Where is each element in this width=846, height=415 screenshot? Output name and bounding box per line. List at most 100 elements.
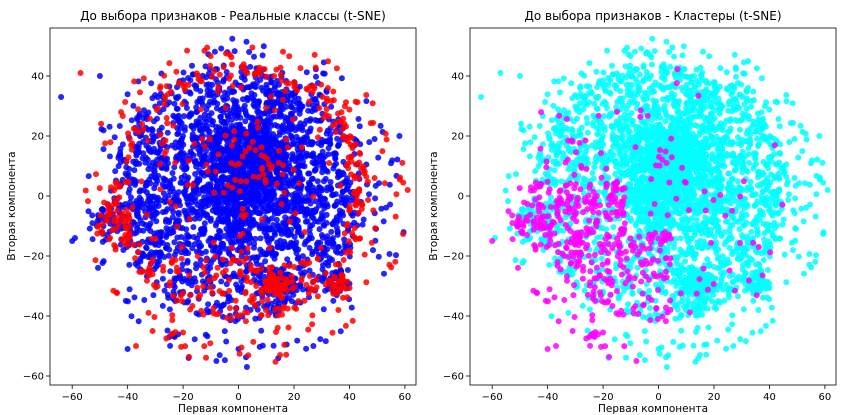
y-tick-label: 40 <box>31 72 44 83</box>
scatter-point <box>128 146 135 153</box>
scatter-point <box>215 199 222 206</box>
scatter-point <box>226 293 233 300</box>
scatter-point <box>171 100 178 107</box>
scatter-point <box>199 136 206 142</box>
scatter-point <box>126 261 133 268</box>
scatter-point <box>253 268 260 275</box>
scatter-point <box>315 218 322 225</box>
scatter-point <box>247 63 254 70</box>
scatter-point <box>200 264 207 271</box>
scatter-point <box>166 60 173 67</box>
scatter-point <box>249 299 256 306</box>
scatter-point <box>233 281 240 288</box>
scatter-point <box>268 79 275 86</box>
scatter-point <box>252 147 259 154</box>
scatter-point <box>218 45 225 52</box>
scatter-point <box>296 180 303 187</box>
scatter-point <box>204 44 211 51</box>
scatter-point <box>203 148 209 155</box>
scatter-point <box>169 228 176 235</box>
scatter-point <box>349 230 355 236</box>
scatter-point <box>207 136 213 143</box>
scatter-point <box>178 243 185 250</box>
scatter-point <box>327 130 334 137</box>
scatter-point <box>218 278 225 285</box>
scatter-point <box>315 134 321 141</box>
scatter-point <box>207 215 214 222</box>
scatter-point <box>243 274 250 281</box>
scatter-point <box>213 105 220 112</box>
scatter-point <box>150 136 157 143</box>
scatter-point <box>153 263 160 270</box>
scatter-point <box>189 62 195 69</box>
scatter-point <box>238 126 245 133</box>
scatter-point <box>161 287 168 294</box>
scatter-point <box>328 228 335 235</box>
scatter-point <box>273 175 280 182</box>
scatter-point <box>281 149 288 156</box>
scatter-point <box>223 155 230 162</box>
chart-title: До выбора признаков - Кластеры (t-SNE) <box>524 9 781 23</box>
scatter-point <box>261 66 268 73</box>
scatter-point <box>199 72 206 79</box>
scatter-point <box>229 35 236 42</box>
scatter-point <box>230 256 237 263</box>
scatter-point <box>361 251 368 258</box>
scatter-point <box>185 202 192 209</box>
scatter-point <box>603 226 610 233</box>
scatter-point <box>94 223 101 230</box>
scatter-point <box>185 174 192 181</box>
scatter-point <box>279 96 286 103</box>
scatter-point <box>277 269 284 276</box>
scatter-point <box>205 301 212 308</box>
scatter-point <box>207 53 214 60</box>
scatter-point <box>331 274 338 281</box>
scatter-point <box>116 123 123 129</box>
scatter-point <box>175 209 182 216</box>
scatter-point <box>288 298 295 305</box>
scatter-point <box>329 243 336 250</box>
scatter-point <box>149 200 156 207</box>
scatter-point <box>179 261 186 268</box>
scatter-point <box>134 160 141 167</box>
scatter-point <box>344 160 351 167</box>
scatter-point <box>244 245 251 252</box>
scatter-point <box>243 255 250 262</box>
scatter-point <box>277 227 284 234</box>
scatter-point <box>223 50 229 57</box>
scatter-point <box>583 115 590 121</box>
scatter-point <box>200 126 206 133</box>
scatter-point <box>312 96 319 102</box>
scatter-point <box>155 242 162 249</box>
scatter-point <box>167 342 174 349</box>
scatter-point <box>337 182 344 189</box>
scatter-point <box>266 244 273 251</box>
scatter-point <box>320 306 327 313</box>
scatter-point <box>243 112 250 119</box>
scatter-point <box>349 317 356 324</box>
scatter-point <box>330 297 337 304</box>
scatter-point <box>396 133 403 139</box>
x-axis-label: Первая компонента <box>178 403 288 415</box>
scatter-point <box>348 304 355 311</box>
scatter-point <box>164 120 171 127</box>
scatter-point <box>193 265 200 272</box>
scatter-point <box>330 88 337 95</box>
scatter-point <box>228 116 235 123</box>
scatter-point <box>332 129 339 135</box>
scatter-point <box>246 49 253 55</box>
scatter-point <box>201 287 208 294</box>
scatter-point <box>334 249 341 256</box>
scatter-point <box>306 244 313 251</box>
scatter-point <box>323 220 330 226</box>
scatter-point <box>146 252 153 258</box>
scatter-point <box>236 270 243 277</box>
scatter-point <box>291 220 298 227</box>
scatter-point <box>336 262 343 269</box>
scatter-point <box>324 233 331 240</box>
scatter-point <box>221 127 228 134</box>
scatter-point <box>233 197 240 204</box>
scatter-point <box>211 68 218 75</box>
scatter-point <box>306 98 313 105</box>
scatter-point <box>231 48 238 55</box>
